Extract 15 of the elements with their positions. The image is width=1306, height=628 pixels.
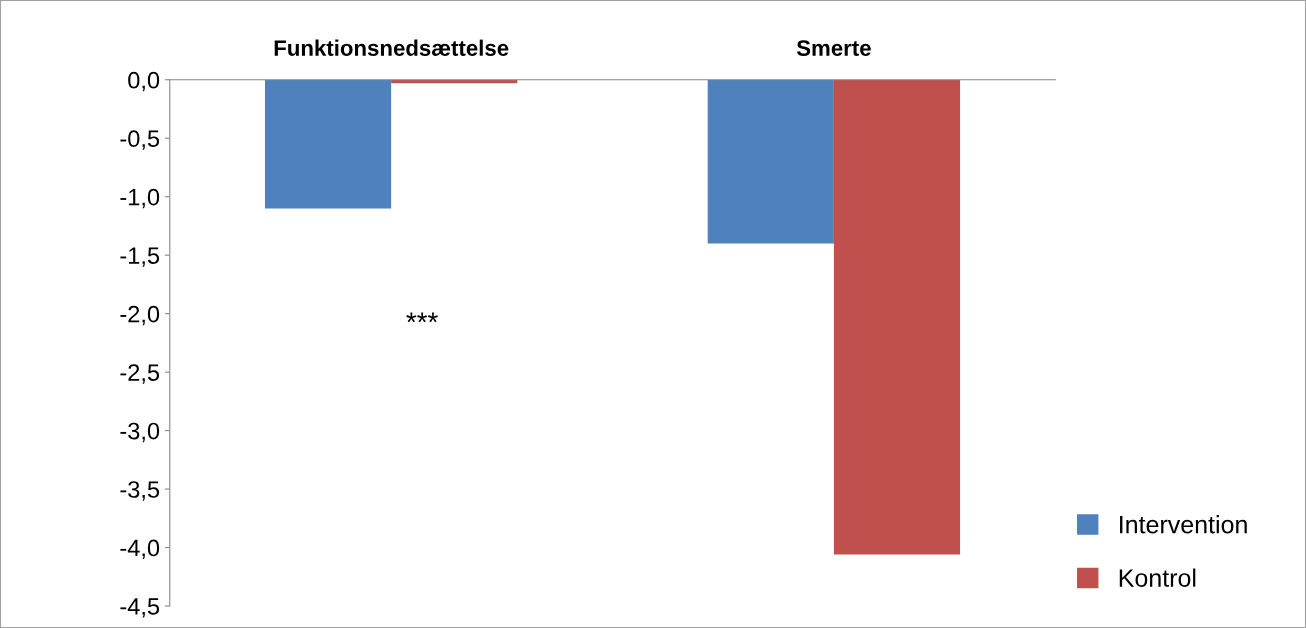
y-tick-label: -2,0 <box>120 305 160 326</box>
y-tick-label: 0,0 <box>128 71 160 92</box>
annotation: *** <box>406 312 438 323</box>
y-tick-label: -0,5 <box>120 130 160 150</box>
y-tick-label: -3,5 <box>120 481 160 501</box>
y-tick-label: -3,0 <box>120 422 160 443</box>
y-tick-label: -1,5 <box>120 247 160 267</box>
y-tick-label: -4,0 <box>120 539 160 560</box>
legend-label: Kontrol <box>1119 568 1196 587</box>
y-tick-label: -1,0 <box>120 188 160 209</box>
x-tick-label: Funktionsnedsættelse <box>274 39 509 56</box>
y-tick-label: -4,5 <box>120 598 160 618</box>
x-tick-label: Smerte <box>796 40 871 56</box>
y-tick-label: -2,5 <box>120 364 160 384</box>
legend-label: Intervention <box>1120 515 1247 534</box>
